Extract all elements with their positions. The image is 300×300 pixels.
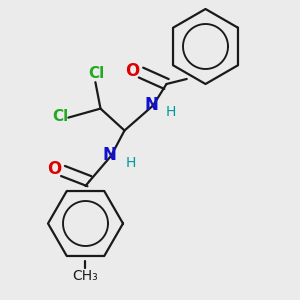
Text: Cl: Cl (52, 109, 68, 124)
Text: H: H (166, 105, 176, 119)
Text: O: O (47, 160, 62, 178)
Text: N: N (103, 146, 116, 164)
Text: CH₃: CH₃ (73, 269, 98, 283)
Text: O: O (125, 62, 140, 80)
Text: N: N (145, 96, 158, 114)
Text: H: H (126, 156, 136, 170)
Text: Cl: Cl (88, 66, 104, 81)
